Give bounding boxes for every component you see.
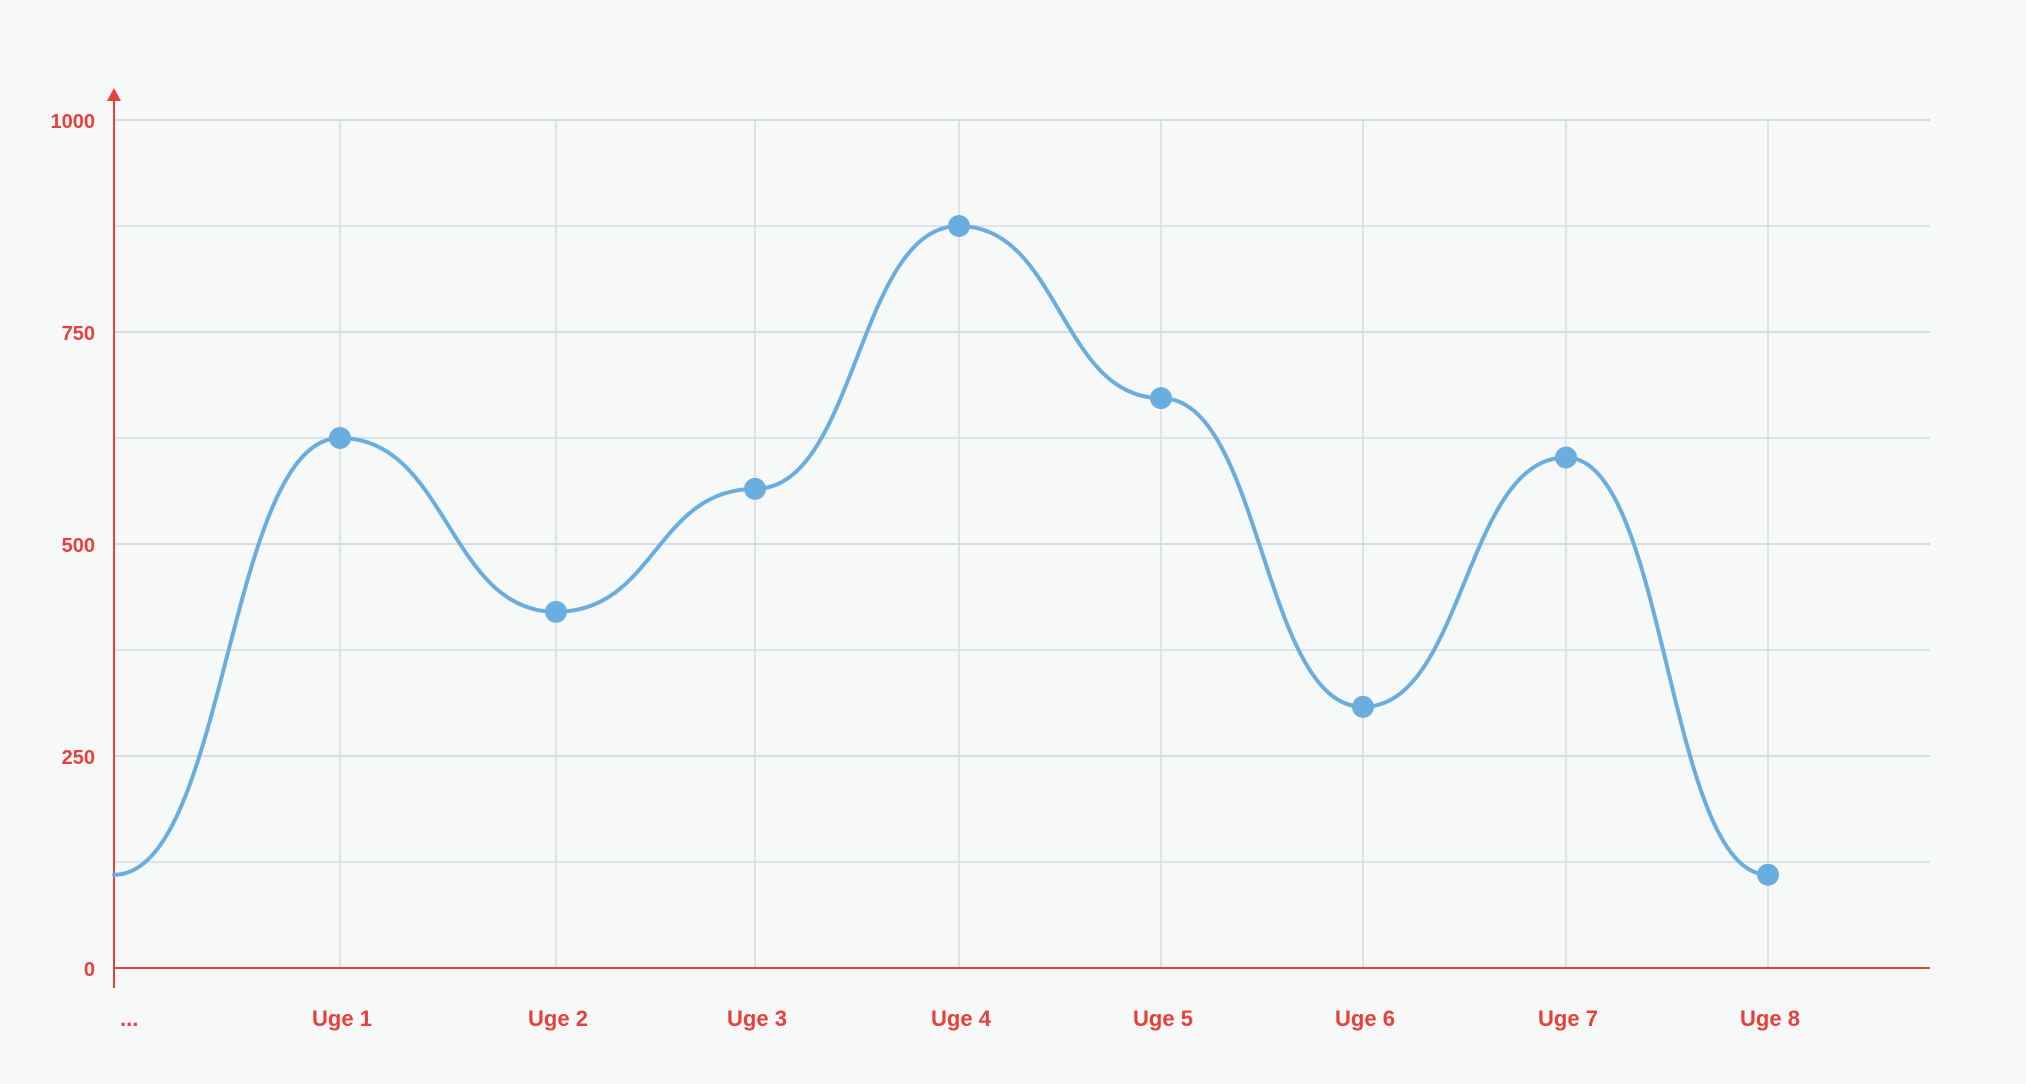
y-tick-label: 0 <box>84 959 95 981</box>
data-point <box>948 215 970 237</box>
x-tick-label: ... <box>120 1006 138 1031</box>
y-tick-label: 750 <box>62 323 95 345</box>
x-tick-label: Uge 6 <box>1335 1006 1395 1031</box>
data-point <box>744 477 766 500</box>
x-tick-label: Uge 8 <box>1740 1006 1800 1031</box>
x-tick-label: Uge 2 <box>528 1006 588 1031</box>
x-tick-label: Uge 7 <box>1538 1006 1598 1031</box>
x-tick-label: Uge 1 <box>312 1006 372 1031</box>
x-tick-label: Uge 3 <box>727 1006 787 1031</box>
x-tick-label: Uge 5 <box>1133 1006 1193 1031</box>
data-point <box>329 427 351 449</box>
x-tick-label: Uge 4 <box>931 1006 992 1031</box>
series <box>112 215 1779 886</box>
axes <box>107 88 1930 988</box>
data-point <box>1150 387 1172 410</box>
data-point <box>1555 446 1577 469</box>
y-tick-label: 500 <box>62 535 95 557</box>
y-tick-label: 250 <box>62 747 95 769</box>
data-point <box>1757 863 1779 886</box>
data-point <box>545 600 567 623</box>
series-line <box>112 224 1770 877</box>
y-axis-arrow-icon <box>107 88 121 101</box>
grid <box>114 119 1930 968</box>
y-tick-label: 1000 <box>51 111 96 133</box>
data-point <box>1352 695 1374 718</box>
tick-labels: 0 250 500 750 1000... Uge 1 Uge 2 Uge 3 Uge 4 Uge… <box>51 111 1800 1031</box>
